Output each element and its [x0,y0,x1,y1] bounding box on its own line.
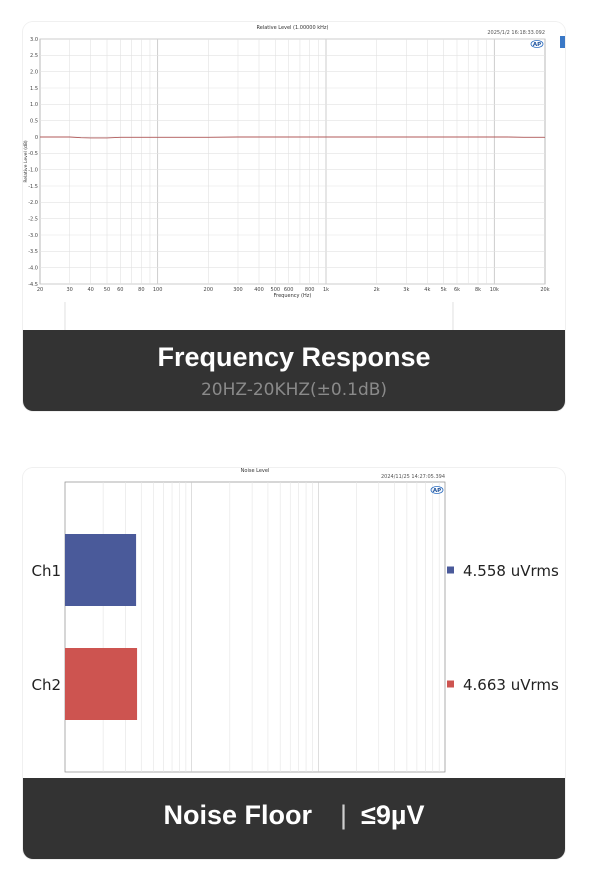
y-tick-label: 0.5 [30,118,38,124]
noise-caption-value: ≤9µV [361,800,425,830]
y-tick-label: -4.0 [28,265,38,271]
x-tick-label: 5k [441,287,447,293]
bar-ch2 [65,648,138,720]
y-tick-label: -4.5 [28,282,38,288]
frequency-caption-title: Frequency Response [157,342,431,372]
y-axis-label: Relative Level (dB) [23,140,29,183]
y-tick-label: -2.5 [28,216,38,222]
plot-frame [64,481,446,773]
chart-title: Noise Level [241,468,270,474]
frequency-response-chart: 3.0 2.5 2.0 1.5 1.0 0.5 0 -0.5 -1.0 -1.5 -2.0 -2.5 -… [23,25,565,330]
bar-ch1 [65,534,137,606]
ap-logo-icon: AP [430,486,444,494]
x-tick-label: 50 [104,287,110,293]
noise-chart-area: Ch1 4.558 uVrms Ch2 4.663 uVrms Noise Level 2… [23,468,565,778]
x-tick-label: 4k [424,287,430,293]
x-tick-label: 600 [284,287,294,293]
x-tick-label: 200 [204,287,214,293]
frequency-chart-area: 3.0 2.5 2.0 1.5 1.0 0.5 0 -0.5 -1.0 -1.5 -2.0 -2.5 -… [23,22,565,330]
ap-logo-icon: AP [530,40,544,48]
x-tick-label: 30 [66,287,72,293]
y-tick-label: 1.0 [30,102,38,108]
plot-frame [39,38,546,285]
noise-caption-separator: | [340,800,348,830]
y-tick-label: 2.0 [30,69,38,75]
ap-logo-ring [530,40,544,48]
legend-swatch [447,566,454,574]
x-tick-label: 100 [153,287,163,293]
x-tick-label: 20 [37,287,43,293]
x-tick-label: 800 [305,287,315,293]
ap-logo-text: AP [433,488,441,494]
x-tick-label: 2k [374,287,380,293]
noise-caption: Noise Floor | ≤9µV [23,778,565,859]
chart-title: Relative Level (1.00000 kHz) [257,25,329,31]
legend-swatch [447,680,454,688]
y-tick-label: 0 [35,135,38,141]
x-tick-label: 40 [87,287,93,293]
y-tick-label: -0.5 [28,151,38,157]
x-tick-label: 10k [490,287,499,293]
x-tick-label: 300 [233,287,243,293]
category-label: Ch2 [31,676,61,694]
ap-logo-text: AP [533,42,541,48]
x-tick-label: 60 [117,287,123,293]
y-tick-label: 1.5 [30,86,38,92]
noise-caption-label: Noise Floor [163,800,313,830]
noise-floor-card: Ch1 4.558 uVrms Ch2 4.663 uVrms Noise Level 2… [23,468,565,859]
noise-level-chart: Ch1 4.558 uVrms Ch2 4.663 uVrms Noise Level 2… [31,468,559,773]
value-label: 4.663 uVrms [463,676,559,694]
x-tick-label: 6k [454,287,460,293]
frequency-caption-subtitle: 20HZ-20KHZ(±0.1dB) [200,380,388,400]
category-label: Ch1 [31,562,61,580]
legend-swatch [560,36,565,48]
x-tick-label: 400 [254,287,264,293]
frequency-response-card: 3.0 2.5 2.0 1.5 1.0 0.5 0 -0.5 -1.0 -1.5 -2.0 -2.5 -… [23,22,565,411]
frequency-caption: Frequency Response 20HZ-20KHZ(±0.1dB) [23,330,565,411]
x-tick-label: 3k [403,287,409,293]
x-axis-label: Frequency (Hz) [274,293,312,299]
y-tick-label: -1.0 [28,167,38,173]
y-tick-label: -3.5 [28,249,38,255]
y-tick-label: -3.0 [28,233,38,239]
chart-timestamp: 2024/11/25 14:27:05.394 [381,474,445,480]
x-tick-label: 1k [323,287,329,293]
x-tick-label: 20k [540,287,549,293]
y-tick-label: -1.5 [28,184,38,190]
x-tick-label: 500 [271,287,281,293]
y-tick-label: 2.5 [30,53,38,59]
y-tick-label: -2.0 [28,200,38,206]
x-tick-label: 80 [138,287,144,293]
y-tick-label: 3.0 [30,37,38,43]
value-label: 4.558 uVrms [463,562,559,580]
chart-timestamp: 2025/1/2 16:18:33.092 [487,30,545,36]
ap-logo-ring [430,486,444,494]
noise-caption-title: Noise Floor | ≤9µV [23,800,565,831]
frequency-series-line [40,136,545,139]
x-tick-label: 8k [475,287,481,293]
